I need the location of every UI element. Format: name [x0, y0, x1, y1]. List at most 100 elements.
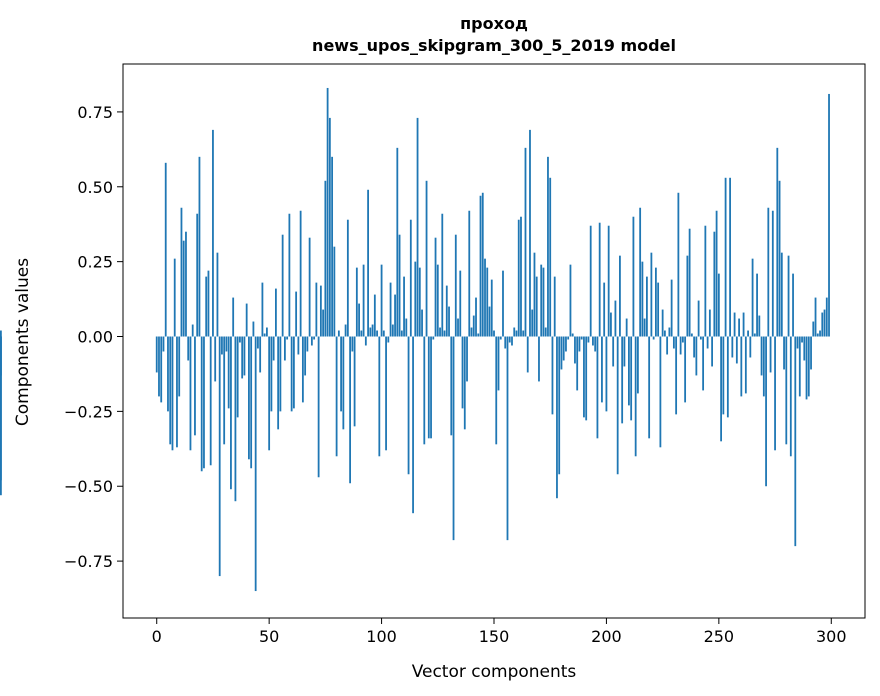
bar — [805, 336, 808, 400]
bar — [270, 336, 273, 412]
bar — [391, 324, 394, 337]
bar — [556, 336, 558, 499]
bar — [308, 237, 311, 337]
bar — [252, 321, 255, 337]
bar — [373, 294, 376, 337]
y-axis-label: Components values — [13, 258, 33, 426]
bar — [632, 216, 635, 337]
bar — [610, 312, 612, 337]
bar — [443, 330, 446, 337]
bar — [232, 297, 235, 337]
bar — [304, 336, 307, 376]
x-axis-label: Vector components — [412, 662, 577, 682]
bar — [760, 336, 763, 376]
bar — [650, 252, 653, 337]
bar — [416, 117, 419, 337]
bar — [218, 336, 221, 577]
bar — [200, 336, 203, 472]
bar — [317, 336, 320, 478]
bar — [378, 336, 381, 457]
bar — [164, 162, 167, 337]
bar — [263, 333, 266, 337]
bar — [679, 336, 682, 355]
bar — [607, 225, 610, 337]
bar — [693, 336, 696, 358]
bar — [196, 213, 199, 337]
bar — [430, 336, 432, 439]
bar — [281, 234, 284, 337]
bar — [699, 336, 702, 340]
bar — [423, 336, 426, 445]
bar — [167, 336, 169, 412]
bar — [574, 336, 576, 364]
y-tick-label: −0.25 — [64, 402, 113, 421]
chart-title-line-1: проход — [460, 14, 528, 33]
bar — [540, 264, 543, 337]
bar — [661, 309, 664, 337]
bar — [637, 336, 639, 394]
bar — [326, 87, 329, 337]
bar — [558, 336, 561, 475]
x-tick-label: 300 — [816, 627, 847, 646]
bar — [807, 336, 810, 397]
bar — [565, 336, 567, 352]
bar — [648, 336, 651, 439]
bar — [288, 213, 291, 337]
x-tick-label: 100 — [366, 627, 397, 646]
bar — [616, 336, 619, 475]
bar — [735, 336, 738, 364]
bar — [511, 336, 513, 346]
bar — [542, 267, 545, 337]
bar — [277, 336, 280, 430]
bar — [261, 282, 264, 337]
bar — [490, 279, 493, 337]
bar — [499, 336, 502, 340]
bar — [547, 156, 549, 337]
bar — [205, 276, 208, 337]
bar — [389, 282, 392, 337]
bar — [227, 336, 230, 409]
bar — [814, 297, 817, 337]
bar — [722, 336, 725, 415]
bar — [418, 267, 421, 337]
bar — [641, 261, 644, 337]
bar — [792, 273, 794, 337]
bar — [740, 336, 743, 397]
bar — [450, 336, 453, 436]
bar — [724, 177, 727, 337]
bar — [751, 258, 754, 337]
bar — [576, 336, 579, 391]
bar — [241, 336, 244, 379]
bar — [614, 300, 617, 337]
bar — [463, 336, 466, 430]
bar — [706, 336, 709, 349]
bar — [747, 330, 749, 337]
bar — [349, 336, 351, 484]
x-tick-label: 50 — [259, 627, 279, 646]
bar — [789, 336, 792, 457]
bar — [695, 336, 698, 376]
bar — [189, 336, 192, 451]
bar — [821, 312, 824, 337]
bar — [185, 231, 187, 337]
bar — [403, 276, 405, 337]
bar — [623, 336, 626, 367]
bar — [405, 318, 408, 337]
x-tick-label: 250 — [704, 627, 735, 646]
bar — [472, 315, 475, 337]
bar — [583, 336, 585, 418]
bar — [762, 336, 765, 397]
bar — [203, 336, 205, 469]
bar — [481, 192, 484, 337]
bar — [434, 237, 437, 337]
bar — [335, 336, 338, 457]
bar — [459, 270, 462, 337]
bar — [493, 330, 495, 337]
bar — [619, 255, 621, 337]
bar — [286, 336, 289, 340]
bar — [785, 336, 788, 445]
bar — [598, 222, 601, 337]
y-tick-label: −0.75 — [64, 552, 113, 571]
bar — [155, 336, 158, 373]
bar — [342, 336, 345, 430]
